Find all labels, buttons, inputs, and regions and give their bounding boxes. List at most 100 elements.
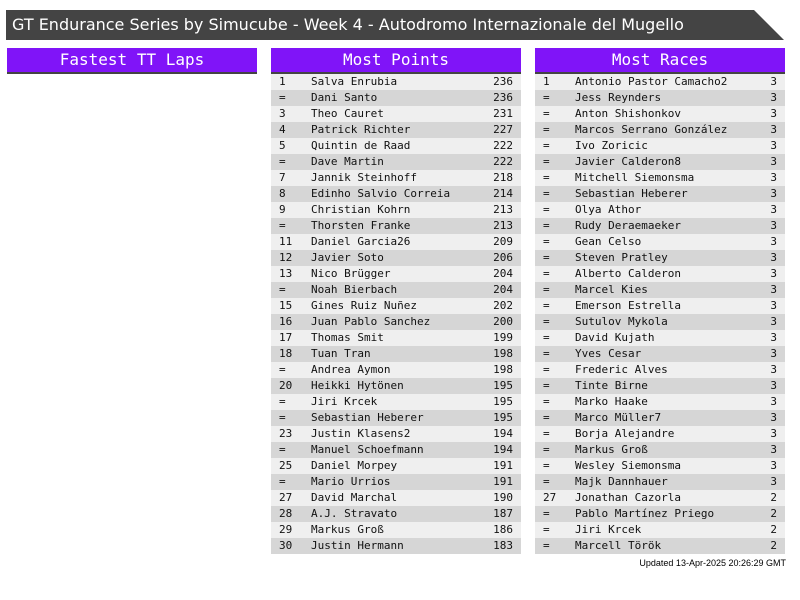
driver-name: Daniel Morpey bbox=[311, 459, 398, 472]
value: 3 bbox=[770, 107, 777, 120]
value: 195 bbox=[493, 379, 513, 392]
rank: 18 bbox=[279, 347, 293, 360]
driver-name: David Marchal bbox=[311, 491, 398, 504]
driver-name: Sebastian Heberer bbox=[311, 411, 424, 424]
value: 198 bbox=[493, 347, 513, 360]
value: 3 bbox=[770, 171, 777, 184]
driver-name: Juan Pablo Sanchez bbox=[311, 315, 431, 328]
table-row: = Markus Groß 3 bbox=[535, 442, 785, 458]
rank: 1 bbox=[279, 75, 286, 88]
table-row: = Manuel Schoefmann 194 bbox=[271, 442, 521, 458]
rank: 9 bbox=[279, 203, 286, 216]
rank: = bbox=[279, 443, 286, 456]
value: 2 bbox=[770, 507, 777, 520]
driver-name: Antonio Pastor Camacho2 bbox=[575, 75, 728, 88]
value: 3 bbox=[770, 187, 777, 200]
value: 3 bbox=[770, 315, 777, 328]
table-row: = Majk Dannhauer 3 bbox=[535, 474, 785, 490]
driver-name: Manuel Schoefmann bbox=[311, 443, 424, 456]
driver-name: David Kujath bbox=[575, 331, 655, 344]
value: 3 bbox=[770, 395, 777, 408]
rank: 4 bbox=[279, 123, 286, 136]
table-row: = Alberto Calderon 3 bbox=[535, 266, 785, 282]
driver-name: Rudy Deraemaeker bbox=[575, 219, 681, 232]
driver-name: Yves Cesar bbox=[575, 347, 642, 360]
table-row: = Marcell Török 2 bbox=[535, 538, 785, 554]
driver-name: Mario Urrios bbox=[311, 475, 391, 488]
value: 213 bbox=[493, 203, 513, 216]
value: 3 bbox=[770, 379, 777, 392]
value: 3 bbox=[770, 443, 777, 456]
value: 213 bbox=[493, 219, 513, 232]
table-row: 8 Edinho Salvio Correia 214 bbox=[271, 186, 521, 202]
table-row: = Marcos Serrano González 3 bbox=[535, 122, 785, 138]
rank: 17 bbox=[279, 331, 293, 344]
table-row: = Marcel Kies 3 bbox=[535, 282, 785, 298]
value: 222 bbox=[493, 155, 513, 168]
panel-header: Fastest TT Laps bbox=[7, 48, 257, 74]
table-row: = Sutulov Mykola 3 bbox=[535, 314, 785, 330]
driver-name: Dave Martin bbox=[311, 155, 384, 168]
value: 187 bbox=[493, 507, 513, 520]
value: 202 bbox=[493, 299, 513, 312]
value: 3 bbox=[770, 459, 777, 472]
value: 3 bbox=[770, 235, 777, 248]
table-row: = Rudy Deraemaeker 3 bbox=[535, 218, 785, 234]
rank: = bbox=[543, 523, 550, 536]
value: 198 bbox=[493, 363, 513, 376]
rank: = bbox=[543, 443, 550, 456]
table-row: 1 Antonio Pastor Camacho2 3 bbox=[535, 74, 785, 90]
driver-name: Heikki Hytönen bbox=[311, 379, 404, 392]
table-row: = Mario Urrios 191 bbox=[271, 474, 521, 490]
value: 3 bbox=[770, 347, 777, 360]
rank: 28 bbox=[279, 507, 293, 520]
driver-name: Jess Reynders bbox=[575, 91, 662, 104]
rank: 12 bbox=[279, 251, 293, 264]
driver-name: Marco Müller7 bbox=[575, 411, 662, 424]
value: 3 bbox=[770, 123, 777, 136]
rank: 30 bbox=[279, 539, 293, 552]
driver-name: A.J. Stravato bbox=[311, 507, 398, 520]
rank: = bbox=[279, 395, 286, 408]
driver-name: Jannik Steinhoff bbox=[311, 171, 417, 184]
rank: 16 bbox=[279, 315, 293, 328]
rank: = bbox=[279, 363, 286, 376]
table-row: = Mitchell Siemonsma 3 bbox=[535, 170, 785, 186]
rank: = bbox=[543, 331, 550, 344]
driver-name: Alberto Calderon bbox=[575, 267, 681, 280]
panel-header: Most Races bbox=[535, 48, 785, 74]
table-row: = Sebastian Heberer 3 bbox=[535, 186, 785, 202]
rank: = bbox=[543, 363, 550, 376]
rank: = bbox=[543, 427, 550, 440]
rank: 7 bbox=[279, 171, 286, 184]
driver-name: Nico Brügger bbox=[311, 267, 391, 280]
table-row: 7 Jannik Steinhoff 218 bbox=[271, 170, 521, 186]
driver-name: Theo Cauret bbox=[311, 107, 384, 120]
table-row: = Yves Cesar 3 bbox=[535, 346, 785, 362]
value: 191 bbox=[493, 475, 513, 488]
driver-name: Sebastian Heberer bbox=[575, 187, 688, 200]
driver-name: Tuan Tran bbox=[311, 347, 371, 360]
rank: = bbox=[543, 395, 550, 408]
rank: = bbox=[543, 507, 550, 520]
table-row: 16 Juan Pablo Sanchez 200 bbox=[271, 314, 521, 330]
rank: = bbox=[543, 347, 550, 360]
driver-name: Gean Celso bbox=[575, 235, 642, 248]
value: 3 bbox=[770, 139, 777, 152]
value: 3 bbox=[770, 363, 777, 376]
value: 2 bbox=[770, 539, 777, 552]
rank: = bbox=[543, 171, 550, 184]
driver-name: Pablo Martínez Priego bbox=[575, 507, 715, 520]
driver-name: Majk Dannhauer bbox=[575, 475, 668, 488]
driver-name: Ivo Zoricic bbox=[575, 139, 648, 152]
table-row: 27 Jonathan Cazorla 2 bbox=[535, 490, 785, 506]
table-row: 29 Markus Groß 186 bbox=[271, 522, 521, 538]
driver-name: Marcos Serrano González bbox=[575, 123, 728, 136]
value: 204 bbox=[493, 267, 513, 280]
value: 222 bbox=[493, 139, 513, 152]
driver-name: Justin Klasens2 bbox=[311, 427, 411, 440]
table-row: = Borja Alejandre 3 bbox=[535, 426, 785, 442]
panel-most-races: Most Races 1 Antonio Pastor Camacho2 3 = Jes… bbox=[535, 48, 785, 554]
rank: = bbox=[543, 203, 550, 216]
value: 209 bbox=[493, 235, 513, 248]
